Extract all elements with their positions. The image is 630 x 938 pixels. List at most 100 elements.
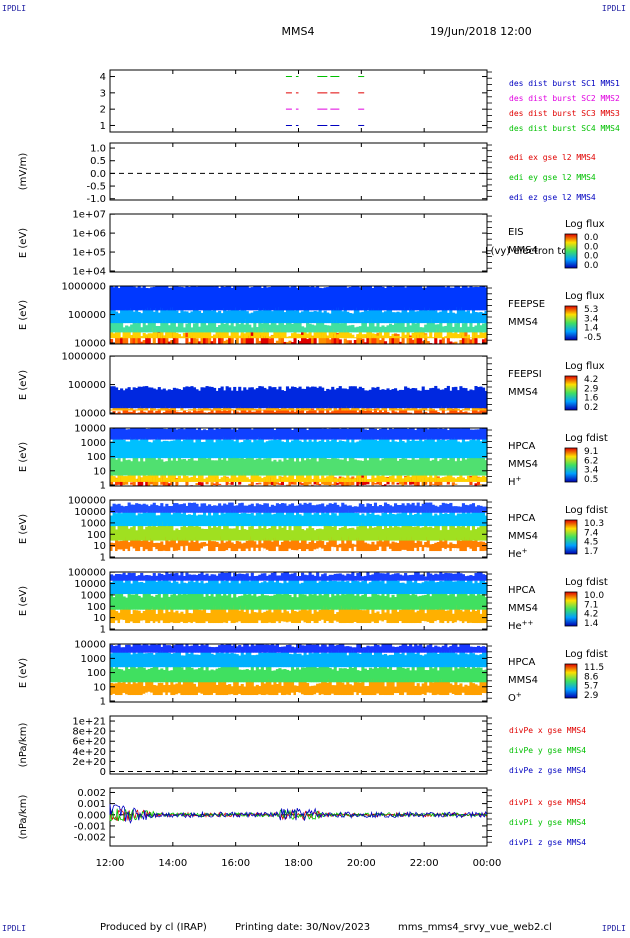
y-tick-label: 0 [100, 767, 106, 778]
colorbar-tick-label: 0.0 [584, 261, 599, 271]
panel-edi-e-field: -1.0-0.50.00.51.0(mV/m)edi ex gse l2 MMS… [18, 143, 596, 205]
y-tick-label: -1.0 [86, 194, 106, 205]
y-axis-label: E (eV) [18, 370, 29, 400]
colorbar [565, 520, 577, 554]
y-tick-label: 1000000 [61, 282, 106, 293]
heatmap-blank [374, 356, 377, 363]
y-tick-label: 100 [87, 452, 106, 463]
panel-label: MMS4 [508, 531, 538, 542]
heatmap-hpca-he1-cells [110, 503, 488, 558]
colorbar [565, 306, 577, 340]
y-tick-label: 100 [87, 530, 106, 541]
colorbar-title: Log fdist [565, 649, 608, 660]
y-tick-label: 1000 [81, 590, 106, 601]
panel-label: MMS4 [508, 459, 538, 470]
corner-label-bottom-right: IPDLI [602, 924, 626, 933]
heatmap-blank [125, 694, 128, 702]
heatmap-blank [447, 356, 450, 362]
heatmap-blank [467, 696, 470, 702]
colorbar-tick-label: 1.7 [584, 547, 598, 557]
y-axis-label: E (eV) [18, 514, 29, 544]
y-tick-label: -0.5 [86, 182, 106, 193]
legend-entry: des dist burst SC1 MMS1 [509, 79, 620, 88]
heatmap-blank [409, 624, 412, 630]
y-tick-label: 1 [100, 625, 106, 636]
y-tick-label: 1000 [81, 518, 106, 529]
colorbar [565, 376, 577, 410]
y-tick-label: 10 [93, 541, 106, 552]
y-tick-label: 1 [100, 121, 106, 132]
overlay-label: L(vy) electron to [485, 246, 567, 257]
panel-label: He++ [508, 619, 534, 632]
x-tick-label: 12:00 [96, 858, 125, 869]
heatmap-blank [472, 553, 475, 558]
panel-label: H+ [508, 475, 522, 488]
colorbar [565, 664, 577, 698]
y-tick-label: 1.0 [90, 144, 106, 155]
y-tick-label: 100000 [68, 496, 106, 507]
y-tick-label: 2 [100, 105, 106, 116]
y-tick-label: 0.001 [77, 799, 106, 810]
panel-label: HPCA [508, 441, 536, 452]
y-tick-label: 1e+21 [72, 717, 106, 728]
y-tick-label: 0.0 [90, 169, 106, 180]
y-tick-label: 10 [93, 682, 106, 693]
colorbar-tick-label: 0.2 [584, 403, 598, 413]
y-tick-label: 10000 [74, 424, 106, 435]
heatmap-cell [339, 339, 342, 344]
y-axis-label: E (eV) [18, 658, 29, 688]
y-tick-label: 0.5 [90, 156, 106, 167]
y-tick-label: 10000 [74, 507, 106, 518]
heatmap-feepse-cells [110, 286, 488, 344]
y-axis-label: E (eV) [18, 442, 29, 472]
panel-label: HPCA [508, 513, 536, 524]
heatmap-cell [293, 338, 296, 344]
panel-label: EIS [508, 227, 524, 238]
heatmap-blank [321, 694, 324, 702]
colorbar-tick-label: 2.9 [584, 691, 599, 701]
header-datetime: 19/Jun/2018 12:00 [430, 25, 532, 38]
y-tick-label: 2e+20 [72, 757, 106, 768]
colorbar-tick-label: 0.5 [584, 475, 598, 485]
heatmap-hpca-he2-cells [110, 572, 488, 630]
heatmap-cell [200, 482, 203, 486]
panel-frame [110, 70, 487, 132]
panel-label: FEEPSE [508, 299, 545, 310]
heatmap-blank [341, 696, 344, 702]
colorbar [565, 448, 577, 482]
y-tick-label: 1 [100, 481, 106, 492]
y-tick-label: 1e+07 [72, 210, 106, 221]
heatmap-hpca-o-cells [110, 644, 488, 702]
legend-entry: divPi y gse MMS4 [509, 818, 586, 827]
panel-label: MMS4 [508, 603, 538, 614]
heatmap-blank [402, 356, 405, 364]
y-tick-label: 1000 [81, 438, 106, 449]
y-tick-label: 4e+20 [72, 747, 106, 758]
y-tick-label: 1e+05 [72, 248, 106, 259]
panel-divpi: -0.002-0.0010.0000.0010.002(nPa/km)divPi… [18, 788, 586, 847]
heatmap-blank [253, 624, 256, 630]
y-axis-label: E (eV) [18, 300, 29, 330]
y-tick-label: 10000 [74, 579, 106, 590]
heatmap-blank [228, 356, 231, 364]
y-tick-label: 4 [100, 72, 106, 83]
y-tick-label: 0.000 [77, 810, 106, 821]
y-tick-label: 100000 [68, 310, 106, 321]
colorbar-title: Log fdist [565, 505, 608, 516]
legend-entry: des dist burst SC3 MMS3 [509, 109, 620, 118]
y-axis-label: (mV/m) [18, 153, 29, 191]
colorbar-title: Log flux [565, 291, 605, 302]
y-axis-label: (nPa/km) [18, 723, 29, 768]
x-tick-label: 14:00 [158, 858, 187, 869]
corner-label-top-right: IPDLI [602, 4, 626, 13]
legend-entry: des dist burst SC2 MMS2 [509, 94, 620, 103]
heatmap-blank [253, 356, 256, 364]
page-title: MMS4 [282, 25, 315, 38]
y-tick-label: -0.002 [74, 833, 106, 844]
